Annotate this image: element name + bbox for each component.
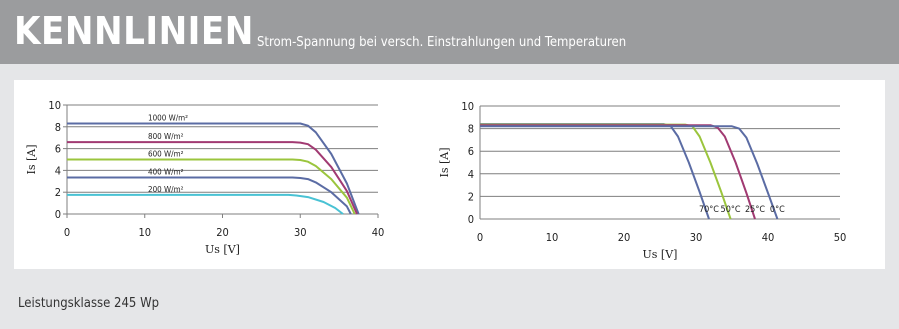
x-tick-label: 20 <box>216 226 229 239</box>
x-tick-label: 30 <box>294 226 307 239</box>
x-tick-label: 40 <box>372 226 385 239</box>
x-tick-label: 10 <box>546 231 559 244</box>
y-tick-label: 4 <box>468 168 474 181</box>
series-line <box>480 123 710 220</box>
x-tick-label: 20 <box>618 231 631 244</box>
y-axis-label: Is [A] <box>25 144 38 174</box>
power-class-label: Leistungsklasse 245 Wp <box>18 296 160 311</box>
series-line <box>67 158 356 215</box>
charts-panel: 0 2 4 6 8 10 0 10 20 30 40 Us [V] Is [A] 1000 W/m² 800… <box>14 80 885 269</box>
x-tick-label: 0 <box>64 226 70 239</box>
series-line <box>67 141 358 215</box>
series-label: 800 W/m² <box>148 132 184 141</box>
series-label: 400 W/m² <box>148 167 184 176</box>
series-label: 600 W/m² <box>148 150 184 159</box>
y-tick-label: 8 <box>468 123 474 136</box>
y-tick-label: 0 <box>55 208 61 221</box>
x-tick-label: 0 <box>477 231 483 244</box>
series-line <box>67 193 344 215</box>
series-label: 25°C <box>745 205 765 215</box>
y-tick-label: 10 <box>48 99 61 112</box>
series-label: 200 W/m² <box>148 185 184 194</box>
page-subtitle: Strom-Spannung bei versch. Einstrahlunge… <box>257 35 627 50</box>
x-tick-label: 50 <box>834 231 847 244</box>
x-tick-label: 10 <box>138 226 151 239</box>
series-label: 1000 W/m² <box>148 114 188 123</box>
y-tick-label: 2 <box>468 190 474 203</box>
series-label: 0°C <box>770 205 785 215</box>
y-tick-label: 6 <box>468 145 474 158</box>
y-tick-label: 2 <box>55 186 61 199</box>
header-bar: KENNLINIEN Strom-Spannung bei versch. Ei… <box>0 0 899 64</box>
y-tick-label: 6 <box>55 143 61 156</box>
series-line <box>480 125 779 220</box>
y-tick-label: 10 <box>461 100 474 113</box>
y-tick-label: 4 <box>55 164 61 177</box>
x-axis-label: Us [V] <box>205 243 240 256</box>
series-label: 70°C <box>699 205 719 215</box>
series-line <box>67 122 360 215</box>
x-tick-label: 40 <box>762 231 775 244</box>
y-axis-label: Is [A] <box>438 147 451 177</box>
page-title: KENNLINIEN <box>14 9 254 53</box>
series-line <box>67 176 352 215</box>
y-tick-label: 0 <box>468 213 474 226</box>
series-label: 50°C <box>721 205 741 215</box>
y-tick-label: 8 <box>55 121 61 134</box>
series-line <box>480 124 756 220</box>
x-tick-label: 30 <box>690 231 703 244</box>
x-axis-label: Us [V] <box>643 248 678 261</box>
